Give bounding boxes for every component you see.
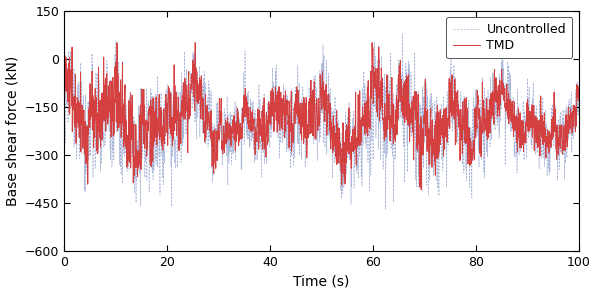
TMD bbox=[418, 188, 425, 191]
X-axis label: Time (s): Time (s) bbox=[293, 274, 350, 288]
Legend: Uncontrolled, TMD: Uncontrolled, TMD bbox=[446, 17, 572, 59]
Uncontrolled bbox=[448, 31, 455, 35]
TMD bbox=[575, 87, 582, 90]
Uncontrolled bbox=[72, 141, 79, 144]
TMD bbox=[107, 109, 114, 112]
TMD bbox=[370, 65, 377, 69]
Uncontrolled bbox=[61, 56, 68, 60]
Uncontrolled bbox=[89, 52, 96, 55]
TMD bbox=[252, 125, 259, 129]
TMD bbox=[89, 69, 96, 73]
TMD bbox=[113, 41, 120, 44]
Uncontrolled bbox=[370, 64, 377, 67]
Uncontrolled bbox=[107, 147, 114, 151]
Uncontrolled bbox=[382, 208, 389, 211]
Y-axis label: Base shear force (kN): Base shear force (kN) bbox=[5, 56, 20, 206]
Uncontrolled bbox=[252, 145, 259, 148]
TMD bbox=[72, 117, 79, 121]
TMD bbox=[61, 59, 68, 62]
Line: Uncontrolled: Uncontrolled bbox=[64, 33, 579, 209]
Line: TMD: TMD bbox=[64, 43, 579, 190]
Uncontrolled bbox=[485, 88, 492, 92]
Uncontrolled bbox=[575, 113, 582, 117]
TMD bbox=[485, 108, 492, 112]
